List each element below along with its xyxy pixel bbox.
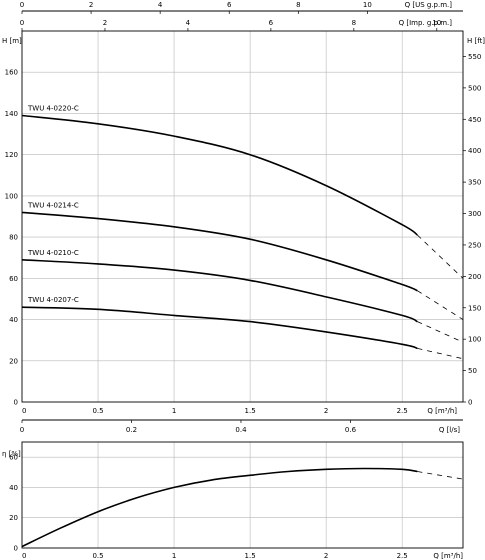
head-curve-extension-1 [417,290,464,320]
head-ft-axis-label: H [ft] [467,37,485,45]
efficiency-x-tick-label: 1.5 [245,552,256,560]
head-grid [22,31,463,402]
head-curves: TWU 4-0220-C TWU 4-0214-C TWU 4-0210-C TWU … [21,105,464,360]
efficiency-x-axis-label: Q [m³/h] [433,552,463,560]
head-y-ticks: 0 20 40 60 80 100 120 140 160 [5,69,18,407]
efficiency-x-tick-label: 0.5 [92,552,103,560]
ft-tick-label: 0 [468,399,472,407]
head-y-tick-label: 40 [9,316,18,324]
head-y-tick-label: 140 [5,110,18,118]
imp-gpm-axis-label: Q [Imp. g.p.m.] [399,19,453,27]
ft-tick-label: 350 [468,179,481,187]
ft-tick-label: 250 [468,241,481,249]
series-label: TWU 4-0220-C [27,105,79,113]
efficiency-plot-frame [21,441,464,549]
us-gpm-tick-label: 2 [89,1,93,9]
imp-gpm-tick-label: 8 [352,19,356,27]
efficiency-y-tick-label: 0 [14,545,18,553]
efficiency-y-axis-label: η [%] [2,450,21,458]
ft-tick-label: 300 [468,210,481,218]
head-x-ticks: 0 0.5 1 1.5 2 2.5 [22,407,408,415]
head-y-tick-label: 120 [5,151,18,159]
ls-ticks: 0 0.2 0.4 0.6 [20,420,357,434]
head-y-tick-label: 0 [14,399,18,407]
imp-gpm-tick-label: 10 [432,19,441,27]
head-x-tick-label: 2 [324,407,328,415]
head-y-tick-label: 20 [9,357,18,365]
head-x-tick-label: 1 [172,407,176,415]
ft-tick-label: 150 [468,304,481,312]
ft-tick-label: 100 [468,336,481,344]
efficiency-y-tick-label: 60 [9,454,18,462]
head-plot-frame [21,30,464,403]
ls-tick-label: 0 [20,426,24,434]
efficiency-y-ticks: 0 20 40 60 [9,454,18,553]
us-gpm-tick-label: 6 [227,1,232,9]
imp-gpm-tick-label: 4 [186,19,191,27]
ls-axis-label: Q [l/s] [439,426,460,434]
ft-tick-label: 550 [468,53,481,61]
us-gpm-tick-label: 8 [296,1,300,9]
efficiency-y-tick-label: 20 [9,514,18,522]
series-label: TWU 4-0210-C [27,249,79,257]
ft-tick-label: 200 [468,273,481,281]
ft-tick-label: 400 [468,147,481,155]
head-chart: 0 0.5 1 1.5 2 2.5 0 20 40 60 80 100 120 140 160 0 50 10… [2,30,485,415]
top-axis-labels: Q [US g.p.m.] Q [Imp. g.p.m.] [399,1,453,27]
efficiency-x-tick-label: 2.5 [397,552,408,560]
efficiency-x-tick-label: 0 [22,552,26,560]
head-x-axis-label: Q [m³/h] [427,407,457,415]
us-gpm-tick-label: 4 [158,1,163,9]
head-y-tick-label: 60 [9,275,18,283]
efficiency-x-tick-label: 1 [172,552,176,560]
ls-tick-label: 0.2 [126,426,137,434]
ls-tick-label: 0.6 [345,426,357,434]
head-curve-extension-0 [417,234,464,279]
head-curve-extension-2 [417,321,464,343]
head-y-tick-label: 100 [5,192,18,200]
head-curve-1 [21,211,418,292]
head-x-tick-label: 2.5 [397,407,408,415]
head-x-tick-label: 1.5 [245,407,256,415]
efficiency-grid [22,442,463,548]
head-x-tick-label: 0 [22,407,26,415]
series-label: TWU 4-0207-C [27,296,79,304]
head-curve-3 [21,306,418,350]
ls-tick-label: 0.4 [235,426,247,434]
efficiency-y-tick-label: 40 [9,484,18,492]
series-label: TWU 4-0214-C [27,201,79,209]
us-gpm-axis-label: Q [US g.p.m.] [405,1,453,9]
efficiency-curve-extension-0 [417,471,464,480]
imp-gpm-tick-label: 2 [103,19,107,27]
top-flow-axes: 0 2 4 6 8 10 0 2 4 6 8 10 [20,1,463,31]
efficiency-chart: 0 0.5 1 1.5 2 2.5 0 20 40 60 η [%] Q [m³/h] [2,441,464,560]
us-gpm-tick-label: 10 [363,1,372,9]
head-curve-0 [21,114,418,236]
head-ft-ticks: 0 50 100 150 200 250 300 350 400 450 500 550 [463,53,481,407]
ft-tick-label: 50 [468,367,477,375]
efficiency-curves [21,467,464,548]
head-y-tick-label: 80 [9,234,18,242]
head-y-axis-label: H [m] [2,37,22,45]
ls-axis: 0 0.2 0.4 0.6 Q [l/s] [20,419,463,434]
efficiency-curve-0 [21,467,418,548]
head-y-tick-label: 160 [5,69,18,77]
imp-gpm-tick-label: 6 [269,19,274,27]
head-curve-2 [21,259,418,323]
ft-tick-label: 500 [468,84,481,92]
us-gpm-tick-label: 0 [20,1,24,9]
head-x-tick-label: 0.5 [92,407,103,415]
imp-gpm-tick-label: 0 [20,19,24,27]
head-curve-extension-3 [417,348,464,360]
efficiency-x-ticks: 0 0.5 1 1.5 2 2.5 [22,552,408,560]
ft-tick-label: 450 [468,116,481,124]
efficiency-x-tick-label: 2 [324,552,328,560]
